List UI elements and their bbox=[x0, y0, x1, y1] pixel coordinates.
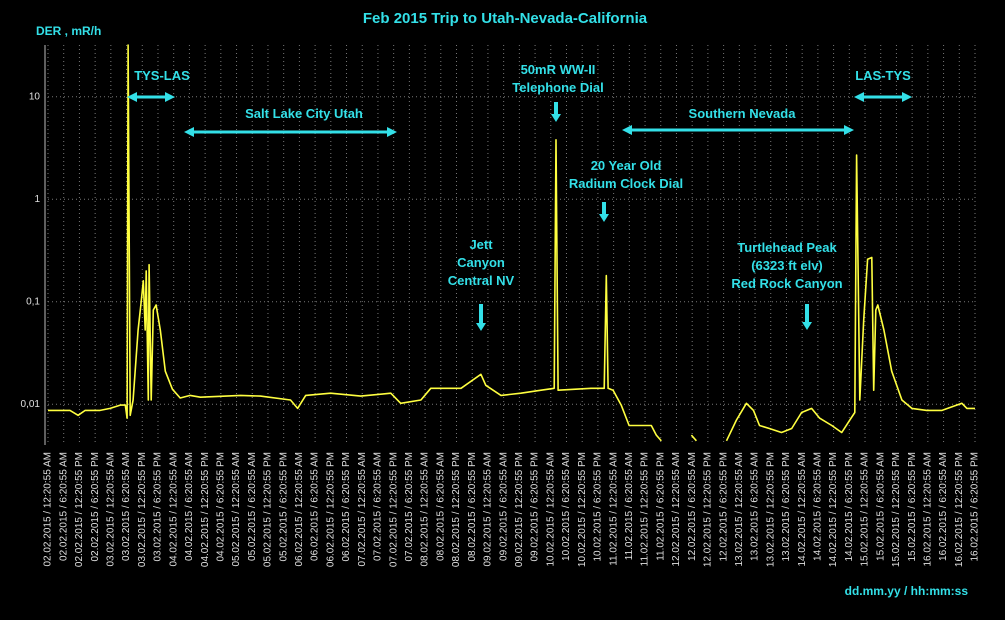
x-tick-label: 03.02.2015 / 12:20:55 AM bbox=[105, 452, 116, 567]
x-tick-label: 06.02.2015 / 12:20:55 PM bbox=[325, 452, 336, 567]
x-tick-label: 08.02.2015 / 12:20:55 PM bbox=[451, 452, 462, 567]
x-tick-label: 14.02.2015 / 6:20:55 PM bbox=[844, 452, 855, 562]
x-tick-label: 04.02.2015 / 6:20:55 AM bbox=[184, 452, 195, 561]
annotation-text: (6323 ft elv) bbox=[751, 258, 823, 273]
x-tick-label: 12.02.2015 / 6:20:55 PM bbox=[718, 452, 729, 562]
x-tick-label: 09.02.2015 / 12:20:55 PM bbox=[514, 452, 525, 567]
annotation-text: Radium Clock Dial bbox=[569, 176, 683, 191]
x-tick-label: 12.02.2015 / 6:20:55 AM bbox=[687, 452, 698, 561]
x-tick-label: 10.02.2015 / 6:20:55 AM bbox=[561, 452, 572, 561]
x-tick-label: 08.02.2015 / 12:20:55 AM bbox=[420, 452, 431, 567]
x-tick-label: 14.02.2015 / 12:20:55 PM bbox=[828, 452, 839, 567]
x-tick-label: 02.02.2015 / 6:20:55 AM bbox=[58, 452, 69, 561]
x-tick-label: 03.02.2015 / 6:20:55 PM bbox=[153, 452, 164, 562]
x-tick-label: 03.02.2015 / 12:20:55 PM bbox=[137, 452, 148, 567]
annotation-arrowhead bbox=[387, 127, 397, 137]
x-tick-label: 16.02.2015 / 12:20:55 PM bbox=[954, 452, 965, 567]
y-tick-label: 0,1 bbox=[26, 296, 40, 307]
chart-title: Feb 2015 Trip to Utah-Nevada-California bbox=[363, 10, 648, 27]
annotation-arrowhead bbox=[802, 322, 812, 330]
annotation-text: Telephone Dial bbox=[512, 80, 604, 95]
x-tick-label: 16.02.2015 / 6:20:55 AM bbox=[938, 452, 949, 561]
x-tick-label: 04.02.2015 / 12:20:55 PM bbox=[200, 452, 211, 567]
x-tick-label: 14.02.2015 / 12:20:55 AM bbox=[797, 452, 808, 567]
y-tick-label: 10 bbox=[29, 91, 41, 102]
x-tick-label: 05.02.2015 / 6:20:55 PM bbox=[278, 452, 289, 562]
y-tick-label: 1 bbox=[34, 194, 40, 205]
annotation-text: Turtlehead Peak bbox=[737, 240, 837, 255]
annotation-arrowhead bbox=[844, 125, 854, 135]
x-tick-label: 05.02.2015 / 12:20:55 PM bbox=[263, 452, 274, 567]
annotation-text: 50mR WW-II bbox=[521, 62, 596, 77]
x-tick-label: 06.02.2015 / 12:20:55 AM bbox=[294, 452, 305, 567]
data-line bbox=[48, 44, 975, 442]
x-tick-label: 14.02.2015 / 6:20:55 AM bbox=[813, 452, 824, 561]
x-tick-label: 06.02.2015 / 6:20:55 PM bbox=[341, 452, 352, 562]
x-tick-label: 04.02.2015 / 12:20:55 AM bbox=[168, 452, 179, 567]
x-tick-label: 13.02.2015 / 12:20:55 AM bbox=[734, 452, 745, 567]
x-tick-label: 11.02.2015 / 6:20:55 PM bbox=[655, 452, 666, 561]
y-tick-label: 0,01 bbox=[21, 399, 41, 410]
annotation-arrowhead bbox=[476, 323, 486, 331]
annotation-text: Southern Nevada bbox=[689, 106, 797, 121]
annotation-text: LAS-TYS bbox=[855, 68, 911, 83]
x-tick-label: 10.02.2015 / 6:20:55 PM bbox=[593, 452, 604, 562]
x-tick-label: 08.02.2015 / 6:20:55 AM bbox=[435, 452, 446, 561]
x-tick-label: 13.02.2015 / 6:20:55 AM bbox=[750, 452, 761, 561]
x-tick-label: 13.02.2015 / 12:20:55 PM bbox=[765, 452, 776, 567]
annotation-text: Red Rock Canyon bbox=[731, 276, 842, 291]
x-tick-label: 15.02.2015 / 12:20:55 AM bbox=[860, 452, 871, 567]
x-tick-label: 11.02.2015 / 12:20:55 AM bbox=[608, 452, 619, 566]
annotation-text: Jett bbox=[469, 237, 493, 252]
x-tick-label: 13.02.2015 / 6:20:55 PM bbox=[781, 452, 792, 562]
x-tick-label: 11.02.2015 / 6:20:55 AM bbox=[624, 452, 635, 560]
x-tick-label: 16.02.2015 / 6:20:55 PM bbox=[970, 452, 981, 562]
x-tick-label: 02.02.2015 / 12:20:55 AM bbox=[43, 452, 54, 567]
annotation-text: 20 Year Old bbox=[591, 158, 662, 173]
annotation-arrowhead bbox=[127, 92, 137, 102]
annotation-text: Salt Lake City Utah bbox=[245, 106, 363, 121]
x-tick-label: 06.02.2015 / 6:20:55 AM bbox=[310, 452, 321, 561]
x-tick-label: 07.02.2015 / 12:20:55 PM bbox=[388, 452, 399, 567]
annotation-arrowhead bbox=[184, 127, 194, 137]
annotation-arrowhead bbox=[165, 92, 175, 102]
x-tick-label: 09.02.2015 / 6:20:55 AM bbox=[498, 452, 509, 561]
x-tick-label: 07.02.2015 / 12:20:55 AM bbox=[357, 452, 368, 567]
x-tick-label: 07.02.2015 / 6:20:55 AM bbox=[373, 452, 384, 561]
x-tick-label: 04.02.2015 / 6:20:55 PM bbox=[215, 452, 226, 562]
y-axis-label: DER , mR/h bbox=[36, 24, 101, 38]
x-tick-label: 08.02.2015 / 6:20:55 PM bbox=[467, 452, 478, 562]
annotation-arrowhead bbox=[551, 114, 561, 122]
annotation-arrowhead bbox=[854, 92, 864, 102]
x-tick-label: 12.02.2015 / 12:20:55 AM bbox=[671, 452, 682, 567]
annotation-text: Central NV bbox=[448, 273, 515, 288]
x-tick-label: 02.02.2015 / 6:20:55 PM bbox=[90, 452, 101, 562]
annotation-text: Canyon bbox=[457, 255, 505, 270]
x-tick-label: 09.02.2015 / 6:20:55 PM bbox=[530, 452, 541, 562]
x-tick-label: 05.02.2015 / 12:20:55 AM bbox=[231, 452, 242, 567]
x-tick-label: 02.02.2015 / 12:20:55 PM bbox=[74, 452, 85, 567]
x-tick-label: 16.02.2015 / 12:20:55 AM bbox=[923, 452, 934, 567]
x-tick-label: 15.02.2015 / 12:20:55 PM bbox=[891, 452, 902, 567]
annotation-text: TYS-LAS bbox=[134, 68, 190, 83]
x-axis-label: dd.mm.yy / hh:mm:ss bbox=[845, 584, 969, 598]
x-tick-label: 15.02.2015 / 6:20:55 AM bbox=[875, 452, 886, 561]
x-tick-label: 12.02.2015 / 12:20:55 PM bbox=[703, 452, 714, 567]
x-tick-label: 07.02.2015 / 6:20:55 PM bbox=[404, 452, 415, 562]
x-tick-label: 11.02.2015 / 12:20:55 PM bbox=[640, 452, 651, 566]
x-tick-label: 09.02.2015 / 12:20:55 AM bbox=[483, 452, 494, 567]
x-tick-label: 03.02.2015 / 6:20:55 AM bbox=[121, 452, 132, 561]
annotation-arrowhead bbox=[599, 214, 609, 222]
x-tick-label: 10.02.2015 / 12:20:55 AM bbox=[545, 452, 556, 567]
x-tick-label: 05.02.2015 / 6:20:55 AM bbox=[247, 452, 258, 561]
annotation-arrowhead bbox=[902, 92, 912, 102]
x-tick-label: 15.02.2015 / 6:20:55 PM bbox=[907, 452, 918, 562]
annotation-arrowhead bbox=[622, 125, 632, 135]
x-tick-label: 10.02.2015 / 12:20:55 PM bbox=[577, 452, 588, 567]
